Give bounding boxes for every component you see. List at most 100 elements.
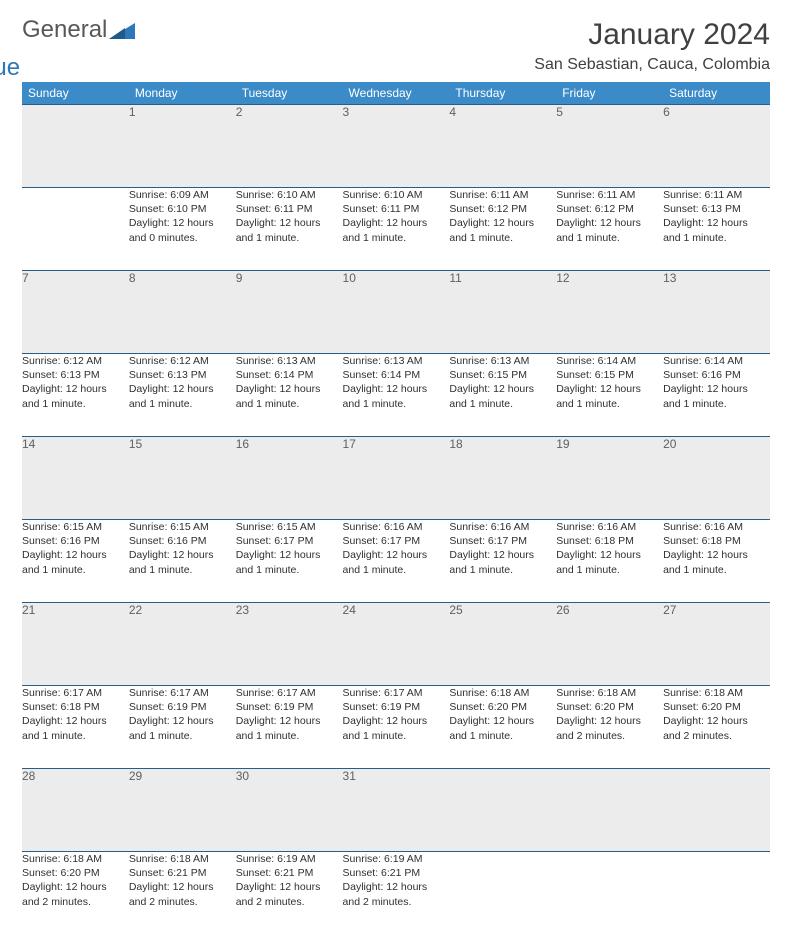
day-number: 26 xyxy=(556,603,663,686)
day-day1: Daylight: 12 hours xyxy=(343,382,450,396)
content-row: Sunrise: 6:18 AMSunset: 6:20 PMDaylight:… xyxy=(22,852,770,935)
day-cell: Sunrise: 6:11 AMSunset: 6:12 PMDaylight:… xyxy=(556,188,663,271)
day-sunset: Sunset: 6:15 PM xyxy=(556,368,663,382)
day-day2: and 1 minute. xyxy=(449,563,556,577)
day-sunset: Sunset: 6:17 PM xyxy=(449,534,556,548)
day-number xyxy=(22,105,129,188)
day-number: 9 xyxy=(236,271,343,354)
day-day1: Daylight: 12 hours xyxy=(22,714,129,728)
day-sunrise: Sunrise: 6:10 AM xyxy=(343,188,450,202)
day-day1: Daylight: 12 hours xyxy=(236,548,343,562)
day-sunset: Sunset: 6:21 PM xyxy=(129,866,236,880)
day-day1: Daylight: 12 hours xyxy=(556,216,663,230)
day-header: Saturday xyxy=(663,82,770,105)
day-number: 27 xyxy=(663,603,770,686)
day-sunrise: Sunrise: 6:18 AM xyxy=(22,852,129,866)
day-cell: Sunrise: 6:16 AMSunset: 6:18 PMDaylight:… xyxy=(556,520,663,603)
day-header: Monday xyxy=(129,82,236,105)
day-cell: Sunrise: 6:11 AMSunset: 6:13 PMDaylight:… xyxy=(663,188,770,271)
day-number: 1 xyxy=(129,105,236,188)
day-day2: and 1 minute. xyxy=(343,397,450,411)
day-cell: Sunrise: 6:11 AMSunset: 6:12 PMDaylight:… xyxy=(449,188,556,271)
day-sunrise: Sunrise: 6:09 AM xyxy=(129,188,236,202)
day-day2: and 1 minute. xyxy=(236,397,343,411)
day-sunrise: Sunrise: 6:17 AM xyxy=(22,686,129,700)
day-day2: and 1 minute. xyxy=(22,563,129,577)
day-header-row: Sunday Monday Tuesday Wednesday Thursday… xyxy=(22,82,770,105)
day-cell: Sunrise: 6:13 AMSunset: 6:14 PMDaylight:… xyxy=(343,354,450,437)
day-day1: Daylight: 12 hours xyxy=(236,880,343,894)
day-sunset: Sunset: 6:17 PM xyxy=(236,534,343,548)
day-cell xyxy=(22,188,129,271)
day-cell: Sunrise: 6:18 AMSunset: 6:21 PMDaylight:… xyxy=(129,852,236,935)
day-cell: Sunrise: 6:18 AMSunset: 6:20 PMDaylight:… xyxy=(449,686,556,769)
day-sunrise: Sunrise: 6:19 AM xyxy=(343,852,450,866)
day-day1: Daylight: 12 hours xyxy=(556,714,663,728)
day-number: 21 xyxy=(22,603,129,686)
day-day2: and 1 minute. xyxy=(343,231,450,245)
day-sunrise: Sunrise: 6:17 AM xyxy=(236,686,343,700)
day-day1: Daylight: 12 hours xyxy=(22,548,129,562)
day-day1: Daylight: 12 hours xyxy=(343,714,450,728)
daynum-row: 123456 xyxy=(22,105,770,188)
day-sunrise: Sunrise: 6:19 AM xyxy=(236,852,343,866)
day-cell: Sunrise: 6:13 AMSunset: 6:15 PMDaylight:… xyxy=(449,354,556,437)
day-day2: and 1 minute. xyxy=(22,729,129,743)
day-sunset: Sunset: 6:16 PM xyxy=(129,534,236,548)
day-sunrise: Sunrise: 6:11 AM xyxy=(663,188,770,202)
day-day2: and 1 minute. xyxy=(22,397,129,411)
daynum-row: 28293031 xyxy=(22,769,770,852)
day-number: 6 xyxy=(663,105,770,188)
day-sunrise: Sunrise: 6:14 AM xyxy=(556,354,663,368)
day-day1: Daylight: 12 hours xyxy=(129,880,236,894)
day-sunset: Sunset: 6:18 PM xyxy=(556,534,663,548)
day-day1: Daylight: 12 hours xyxy=(236,382,343,396)
day-sunrise: Sunrise: 6:17 AM xyxy=(129,686,236,700)
day-day1: Daylight: 12 hours xyxy=(236,714,343,728)
day-number: 30 xyxy=(236,769,343,852)
day-day1: Daylight: 12 hours xyxy=(129,548,236,562)
daynum-row: 14151617181920 xyxy=(22,437,770,520)
day-sunrise: Sunrise: 6:13 AM xyxy=(343,354,450,368)
day-cell: Sunrise: 6:18 AMSunset: 6:20 PMDaylight:… xyxy=(556,686,663,769)
day-sunset: Sunset: 6:19 PM xyxy=(129,700,236,714)
day-header: Thursday xyxy=(449,82,556,105)
day-number: 19 xyxy=(556,437,663,520)
day-cell: Sunrise: 6:14 AMSunset: 6:15 PMDaylight:… xyxy=(556,354,663,437)
day-day2: and 1 minute. xyxy=(236,729,343,743)
day-day1: Daylight: 12 hours xyxy=(22,382,129,396)
content-row: Sunrise: 6:15 AMSunset: 6:16 PMDaylight:… xyxy=(22,520,770,603)
day-number: 15 xyxy=(129,437,236,520)
day-day2: and 1 minute. xyxy=(236,563,343,577)
day-cell: Sunrise: 6:18 AMSunset: 6:20 PMDaylight:… xyxy=(22,852,129,935)
day-number: 10 xyxy=(343,271,450,354)
day-cell: Sunrise: 6:16 AMSunset: 6:17 PMDaylight:… xyxy=(343,520,450,603)
day-sunrise: Sunrise: 6:16 AM xyxy=(449,520,556,534)
day-day2: and 1 minute. xyxy=(236,231,343,245)
day-sunset: Sunset: 6:15 PM xyxy=(449,368,556,382)
day-sunset: Sunset: 6:18 PM xyxy=(22,700,129,714)
day-cell: Sunrise: 6:19 AMSunset: 6:21 PMDaylight:… xyxy=(236,852,343,935)
day-sunset: Sunset: 6:13 PM xyxy=(663,202,770,216)
day-day1: Daylight: 12 hours xyxy=(449,216,556,230)
day-cell: Sunrise: 6:17 AMSunset: 6:19 PMDaylight:… xyxy=(343,686,450,769)
day-day1: Daylight: 12 hours xyxy=(22,880,129,894)
day-number: 3 xyxy=(343,105,450,188)
logo-triangle-icon xyxy=(109,21,135,39)
day-cell: Sunrise: 6:18 AMSunset: 6:20 PMDaylight:… xyxy=(663,686,770,769)
day-day2: and 0 minutes. xyxy=(129,231,236,245)
day-number: 2 xyxy=(236,105,343,188)
header: General Blue January 2024 San Sebastian,… xyxy=(22,18,770,74)
day-number: 13 xyxy=(663,271,770,354)
day-sunrise: Sunrise: 6:15 AM xyxy=(236,520,343,534)
day-sunset: Sunset: 6:11 PM xyxy=(236,202,343,216)
day-sunrise: Sunrise: 6:12 AM xyxy=(129,354,236,368)
day-sunset: Sunset: 6:20 PM xyxy=(556,700,663,714)
day-header: Tuesday xyxy=(236,82,343,105)
day-day1: Daylight: 12 hours xyxy=(556,382,663,396)
day-sunset: Sunset: 6:17 PM xyxy=(343,534,450,548)
day-number: 25 xyxy=(449,603,556,686)
day-cell: Sunrise: 6:17 AMSunset: 6:18 PMDaylight:… xyxy=(22,686,129,769)
day-sunset: Sunset: 6:16 PM xyxy=(22,534,129,548)
day-day2: and 1 minute. xyxy=(449,397,556,411)
